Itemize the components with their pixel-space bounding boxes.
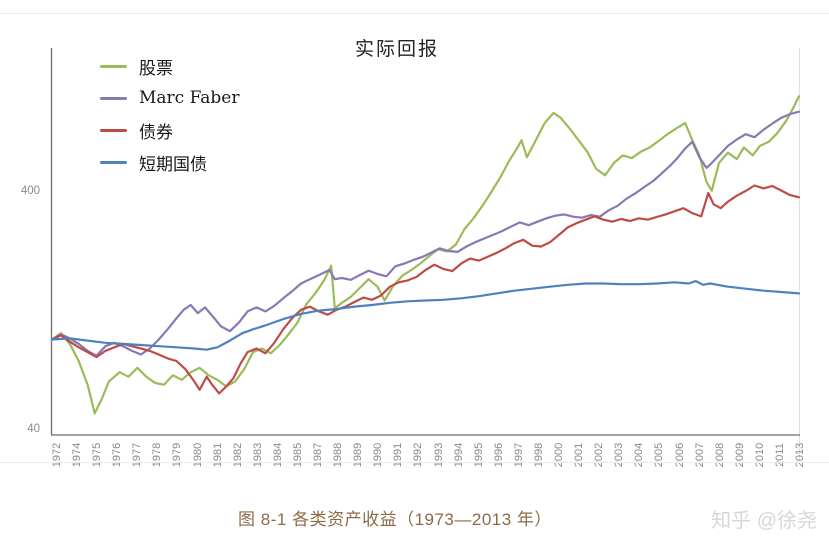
- y-tick-label-0: 400: [20, 185, 40, 197]
- x-tick-label-1991: 1991: [392, 442, 405, 468]
- x-tick-label-1976: 1976: [111, 442, 124, 468]
- x-tick-label-1983: 1983: [251, 442, 264, 468]
- series-line-3: [50, 280, 801, 351]
- x-tick-label-2005: 2005: [653, 442, 666, 468]
- legend-item-0: 股票: [100, 50, 239, 82]
- watermark: 知乎 @徐尧: [711, 510, 817, 532]
- x-tick-label-2010: 2010: [753, 442, 766, 468]
- x-tick-label-1988: 1988: [332, 442, 345, 468]
- x-tick-label-2002: 2002: [593, 442, 606, 468]
- legend-item-2: 债券: [100, 114, 239, 146]
- legend-swatch-icon: [100, 128, 127, 132]
- x-tick-label-2003: 2003: [613, 442, 626, 468]
- x-tick-label-1990: 1990: [372, 442, 385, 468]
- x-tick-label-1996: 1996: [492, 442, 505, 468]
- legend-item-1: Marc Faber: [100, 82, 239, 114]
- x-tick-label-1977: 1977: [131, 442, 144, 468]
- bottom-divider: [0, 462, 829, 463]
- x-tick-label-1987: 1987: [312, 442, 325, 468]
- legend-swatch-icon: [100, 96, 127, 100]
- legend-swatch-icon: [100, 64, 127, 68]
- x-tick-label-2008: 2008: [713, 442, 726, 468]
- x-tick-label-1993: 1993: [432, 442, 445, 468]
- x-tick-label-1998: 1998: [532, 442, 545, 468]
- legend-item-3: 短期国债: [100, 146, 239, 178]
- x-tick-label-1980: 1980: [191, 442, 204, 468]
- x-tick-label-1979: 1979: [171, 442, 184, 468]
- x-tick-label-2001: 2001: [573, 442, 586, 468]
- x-tick-label-2004: 2004: [633, 442, 646, 468]
- top-divider: [0, 13, 829, 14]
- x-tick-label-2009: 2009: [733, 442, 746, 468]
- x-tick-label-2011: 2011: [773, 443, 786, 467]
- x-tick-label-1981: 1981: [211, 442, 224, 468]
- x-tick-label-1989: 1989: [352, 442, 365, 468]
- x-tick-label-1982: 1982: [231, 442, 244, 468]
- x-tick-label-1975: 1975: [91, 442, 104, 468]
- x-tick-label-1995: 1995: [472, 442, 485, 468]
- legend-label: 债券: [139, 122, 173, 143]
- series-line-1: [50, 110, 801, 357]
- x-tick-label-1992: 1992: [412, 442, 425, 468]
- legend-label: Marc Faber: [139, 88, 240, 108]
- series-line-2: [50, 184, 801, 395]
- x-tick-label-1974: 1974: [71, 442, 84, 468]
- x-tick-label-2006: 2006: [673, 442, 686, 468]
- x-tick-label-1978: 1978: [151, 442, 164, 468]
- legend-swatch-icon: [100, 160, 127, 164]
- x-tick-label-1997: 1997: [512, 442, 525, 468]
- y-tick-label-1: 40: [27, 423, 40, 435]
- legend-label: 短期国债: [139, 154, 207, 175]
- chart-title: 实际回报: [354, 38, 439, 60]
- x-tick-label-2013: 2013: [794, 442, 806, 468]
- x-tick-label-1994: 1994: [452, 442, 465, 468]
- x-tick-label-1984: 1984: [271, 442, 284, 468]
- figure-caption: 图 8-1 各类资产收益（1973—2013 年）: [238, 510, 552, 529]
- x-tick-label-2007: 2007: [693, 442, 706, 468]
- legend: 股票 Marc Faber 债券短期国债: [100, 50, 239, 178]
- legend-label: 股票: [139, 58, 173, 79]
- x-tick-label-1985: 1985: [291, 442, 304, 468]
- x-tick-label-2000: 2000: [553, 442, 566, 468]
- x-tick-label-1972: 1972: [51, 442, 63, 468]
